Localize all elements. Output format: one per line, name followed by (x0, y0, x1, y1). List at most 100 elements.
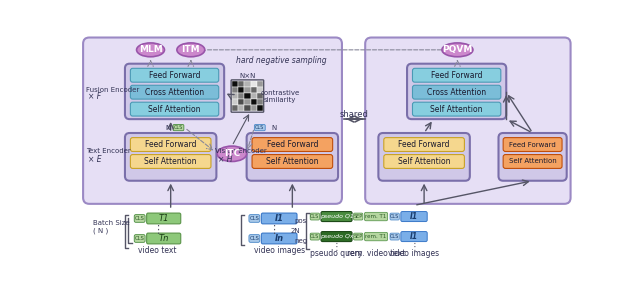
Text: PQVM: PQVM (442, 45, 472, 54)
FancyBboxPatch shape (401, 212, 428, 222)
Text: Batch Size: Batch Size (93, 220, 130, 226)
FancyBboxPatch shape (134, 215, 145, 222)
Ellipse shape (177, 43, 205, 57)
Bar (232, 105, 238, 111)
Bar (244, 99, 250, 105)
Text: rem. video text: rem. video text (347, 249, 405, 258)
Bar (238, 99, 244, 105)
Text: ( N ): ( N ) (93, 228, 108, 234)
FancyBboxPatch shape (125, 133, 216, 181)
Bar (244, 93, 250, 99)
Bar (257, 81, 263, 87)
FancyBboxPatch shape (249, 235, 260, 242)
Text: Vision Encoder: Vision Encoder (215, 148, 267, 154)
FancyBboxPatch shape (390, 213, 399, 220)
Bar (244, 81, 250, 87)
Text: SEP: SEP (354, 214, 363, 219)
Text: Self Attention: Self Attention (398, 157, 451, 166)
Text: N: N (165, 125, 170, 131)
FancyBboxPatch shape (321, 232, 352, 242)
Text: ITC: ITC (224, 149, 240, 158)
FancyBboxPatch shape (249, 215, 260, 222)
Bar (232, 93, 238, 99)
FancyBboxPatch shape (390, 233, 399, 240)
FancyBboxPatch shape (401, 232, 428, 242)
FancyBboxPatch shape (131, 102, 219, 116)
FancyBboxPatch shape (503, 138, 562, 152)
FancyBboxPatch shape (134, 235, 145, 242)
Text: × E: × E (88, 155, 101, 164)
Bar (238, 81, 244, 87)
Text: Feed Forward: Feed Forward (431, 71, 483, 80)
Text: Tn: Tn (159, 234, 169, 243)
Text: Self Attention: Self Attention (266, 157, 319, 166)
Bar (238, 87, 244, 93)
Ellipse shape (217, 146, 246, 162)
Text: CLS: CLS (135, 236, 145, 241)
Text: N: N (271, 125, 276, 131)
Text: CLS: CLS (310, 234, 319, 239)
Text: In: In (275, 234, 284, 243)
Text: CLS: CLS (250, 216, 259, 221)
Ellipse shape (442, 43, 473, 57)
Text: Fusion Encoder: Fusion Encoder (86, 87, 140, 93)
Bar (232, 81, 238, 87)
Text: CLS: CLS (310, 214, 319, 219)
Text: I1: I1 (275, 214, 284, 223)
FancyBboxPatch shape (503, 155, 562, 168)
Text: CLS: CLS (135, 216, 145, 221)
Text: Text Encoder: Text Encoder (86, 148, 131, 154)
Text: × H: × H (218, 155, 232, 164)
Bar (257, 93, 263, 99)
FancyBboxPatch shape (246, 133, 338, 181)
Text: N×N: N×N (239, 73, 255, 79)
Bar (238, 93, 244, 99)
FancyBboxPatch shape (252, 138, 333, 152)
FancyBboxPatch shape (310, 213, 319, 220)
Text: I1: I1 (410, 232, 418, 241)
Text: shared: shared (340, 110, 369, 119)
Ellipse shape (136, 43, 164, 57)
FancyBboxPatch shape (499, 133, 566, 181)
FancyBboxPatch shape (310, 233, 319, 240)
Text: Feed Forward: Feed Forward (267, 140, 318, 149)
Bar (250, 105, 257, 111)
FancyBboxPatch shape (131, 68, 219, 82)
Text: Feed Forward: Feed Forward (145, 140, 196, 149)
Text: CLS: CLS (390, 214, 399, 219)
Bar (250, 93, 257, 99)
FancyBboxPatch shape (364, 232, 388, 241)
Text: ⋮: ⋮ (332, 242, 341, 252)
Text: CLS: CLS (390, 234, 399, 239)
FancyBboxPatch shape (252, 155, 333, 168)
Bar (232, 87, 238, 93)
Text: neg: neg (294, 238, 307, 244)
FancyBboxPatch shape (353, 233, 363, 240)
Text: I1: I1 (410, 212, 418, 221)
FancyBboxPatch shape (125, 64, 224, 119)
FancyBboxPatch shape (321, 212, 352, 222)
FancyBboxPatch shape (261, 233, 297, 244)
Text: ⋮: ⋮ (268, 225, 279, 235)
Text: pseudo query: pseudo query (310, 249, 363, 258)
Text: MLM: MLM (139, 45, 163, 54)
Text: video images: video images (253, 246, 305, 255)
Text: CLS: CLS (174, 125, 183, 130)
FancyBboxPatch shape (364, 212, 388, 221)
Text: Self Attention: Self Attention (509, 158, 556, 164)
FancyBboxPatch shape (173, 125, 184, 131)
Text: CLS: CLS (255, 125, 264, 130)
Bar (250, 87, 257, 93)
Text: rem. T1: rem. T1 (365, 234, 387, 239)
Text: pseudo Q1: pseudo Q1 (319, 214, 353, 219)
Text: SEP: SEP (354, 234, 363, 239)
Text: rem. T1: rem. T1 (365, 214, 387, 219)
Bar (250, 81, 257, 87)
Text: Self Attention: Self Attention (431, 105, 483, 114)
Bar (257, 99, 263, 105)
Bar (244, 87, 250, 93)
FancyBboxPatch shape (412, 85, 501, 99)
Bar (244, 105, 250, 111)
FancyBboxPatch shape (412, 102, 501, 116)
Text: 2N: 2N (291, 228, 300, 234)
